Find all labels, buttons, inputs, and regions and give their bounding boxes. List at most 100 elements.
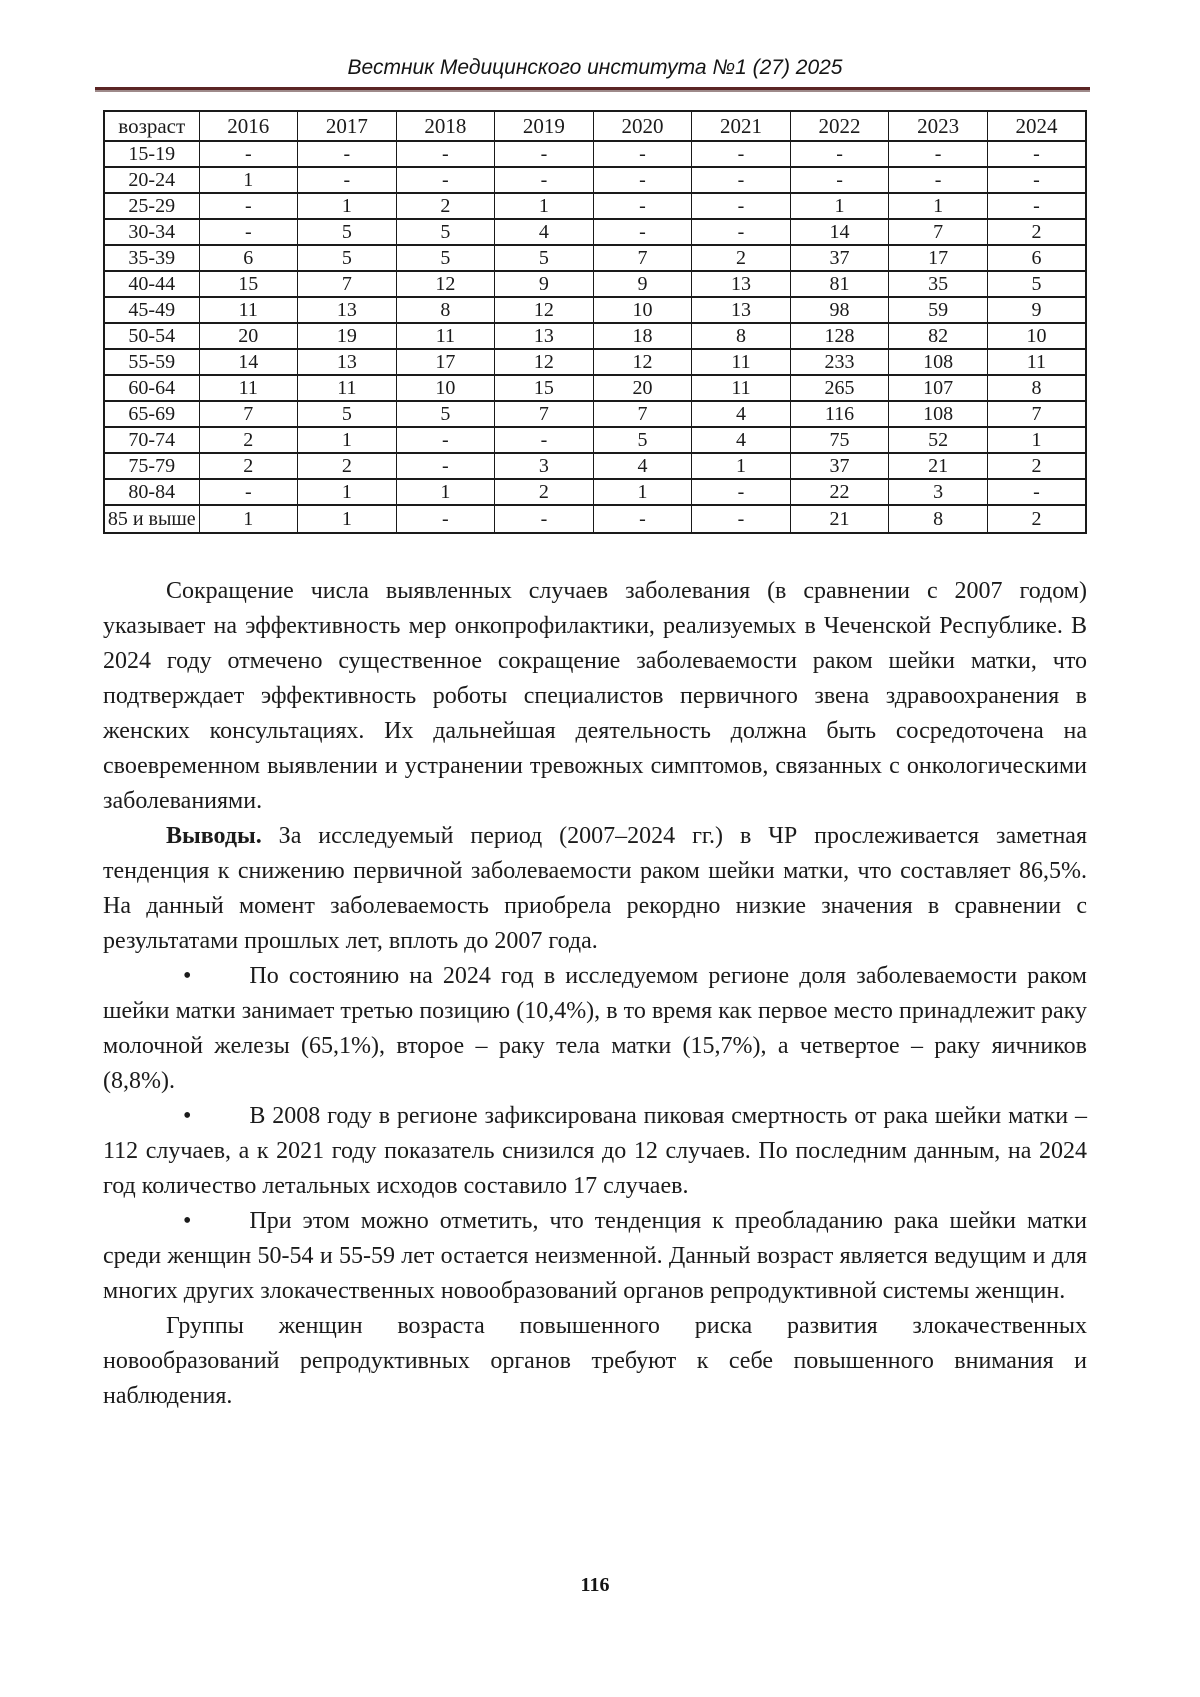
- value-cell: 82: [888, 322, 988, 350]
- value-cell: 11: [395, 322, 496, 350]
- page-content: Вестник Медицинского института №1 (27) 2…: [95, 0, 1090, 1414]
- value-cell: 5: [395, 244, 496, 272]
- value-cell: 9: [592, 270, 693, 298]
- value-cell: 9: [986, 296, 1087, 324]
- table-row: 45-49 11 13 8 12 10 13 98 59 9: [103, 296, 1087, 324]
- value-cell: 2: [297, 452, 397, 480]
- value-cell: -: [691, 166, 791, 194]
- value-cell: 10: [592, 296, 693, 324]
- value-cell: 1: [297, 478, 397, 506]
- table-row: 40-44 15 7 12 9 9 13 81 35 5: [103, 270, 1087, 298]
- age-cell: 20-24: [103, 166, 200, 194]
- value-cell: -: [395, 166, 496, 194]
- age-cell: 75-79: [103, 452, 200, 480]
- value-cell: 13: [297, 348, 397, 376]
- value-cell: 52: [888, 426, 988, 454]
- value-cell: 3: [888, 478, 988, 506]
- value-cell: -: [395, 452, 496, 480]
- header-rule: [95, 87, 1090, 92]
- value-cell: 11: [986, 348, 1087, 376]
- age-cell: 70-74: [103, 426, 200, 454]
- value-cell: -: [592, 504, 693, 534]
- value-cell: -: [494, 140, 594, 168]
- value-cell: 10: [986, 322, 1087, 350]
- value-cell: 1: [395, 478, 496, 506]
- value-cell: 17: [395, 348, 496, 376]
- value-cell: -: [592, 218, 693, 246]
- table-header-row: возраст 2016 2017 2018 2019 2020 2021 2022 2023 2…: [103, 110, 1087, 142]
- value-cell: 15: [198, 270, 299, 298]
- value-cell: -: [986, 478, 1087, 506]
- age-column-header: возраст: [103, 110, 200, 142]
- value-cell: 2: [691, 244, 791, 272]
- year-column-header: 2021: [691, 110, 791, 142]
- year-column-header: 2018: [395, 110, 496, 142]
- bullet-marker: •: [183, 1208, 192, 1234]
- table-row: 65-69 7 5 5 7 7 4 116 108 7: [103, 400, 1087, 428]
- value-cell: 13: [494, 322, 594, 350]
- value-cell: 14: [198, 348, 299, 376]
- value-cell: 2: [494, 478, 594, 506]
- bullet-paragraph: • При этом можно отметить, что тенденция …: [103, 1204, 1087, 1309]
- value-cell: -: [494, 504, 594, 534]
- value-cell: 4: [691, 426, 791, 454]
- paragraph: Выводы. За исследуемый период (2007–2024…: [103, 819, 1087, 959]
- value-cell: 81: [789, 270, 890, 298]
- value-cell: 11: [198, 296, 299, 324]
- table-row: 80-84-1 1 2 1-22 3-: [103, 478, 1087, 506]
- age-cell: 15-19: [103, 140, 200, 168]
- table-row: 75-79 2 2-3 4 1 37 21 2: [103, 452, 1087, 480]
- value-cell: -: [592, 166, 693, 194]
- value-cell: -: [198, 218, 299, 246]
- value-cell: -: [198, 140, 299, 168]
- paragraph-text: При этом можно отметить, что тенденция к…: [103, 1208, 1087, 1304]
- article-body: Сокращение числа выявленных случаев забо…: [103, 574, 1087, 1414]
- value-cell: -: [691, 192, 791, 220]
- value-cell: 7: [198, 400, 299, 428]
- year-column-header: 2022: [789, 110, 890, 142]
- value-cell: 13: [691, 296, 791, 324]
- value-cell: 11: [297, 374, 397, 402]
- value-cell: 1: [297, 426, 397, 454]
- value-cell: 5: [986, 270, 1087, 298]
- value-cell: 13: [297, 296, 397, 324]
- value-cell: 4: [691, 400, 791, 428]
- value-cell: 7: [494, 400, 594, 428]
- value-cell: -: [395, 426, 496, 454]
- value-cell: 6: [986, 244, 1087, 272]
- value-cell: 108: [888, 348, 988, 376]
- age-cell: 60-64: [103, 374, 200, 402]
- bullet-marker: •: [183, 1103, 192, 1129]
- value-cell: -: [986, 140, 1087, 168]
- value-cell: 1: [691, 452, 791, 480]
- value-cell: 1: [592, 478, 693, 506]
- value-cell: 98: [789, 296, 890, 324]
- year-column-header: 2020: [592, 110, 693, 142]
- value-cell: 1: [494, 192, 594, 220]
- age-cell: 45-49: [103, 296, 200, 324]
- value-cell: 17: [888, 244, 988, 272]
- value-cell: 5: [297, 400, 397, 428]
- value-cell: 2: [198, 426, 299, 454]
- paragraph-text: В 2008 году в регионе зафиксирована пико…: [103, 1103, 1087, 1199]
- value-cell: -: [691, 218, 791, 246]
- journal-title: Вестник Медицинского института №1 (27) 2…: [347, 56, 843, 79]
- value-cell: 107: [888, 374, 988, 402]
- value-cell: -: [986, 166, 1087, 194]
- value-cell: -: [888, 166, 988, 194]
- value-cell: 3: [494, 452, 594, 480]
- value-cell: 37: [789, 244, 890, 272]
- value-cell: 5: [395, 400, 496, 428]
- value-cell: 20: [592, 374, 693, 402]
- value-cell: 4: [592, 452, 693, 480]
- age-cell: 25-29: [103, 192, 200, 220]
- age-cell: 50-54: [103, 322, 200, 350]
- value-cell: 7: [592, 244, 693, 272]
- table-row: 25-29-1 2 1- -1 1-: [103, 192, 1087, 220]
- paragraph: Группы женщин возраста повышенного риска…: [103, 1309, 1087, 1414]
- table-row: 35-39 6 5 5 5 7 2 37 17 6: [103, 244, 1087, 272]
- value-cell: 14: [789, 218, 890, 246]
- value-cell: 11: [198, 374, 299, 402]
- value-cell: 2: [198, 452, 299, 480]
